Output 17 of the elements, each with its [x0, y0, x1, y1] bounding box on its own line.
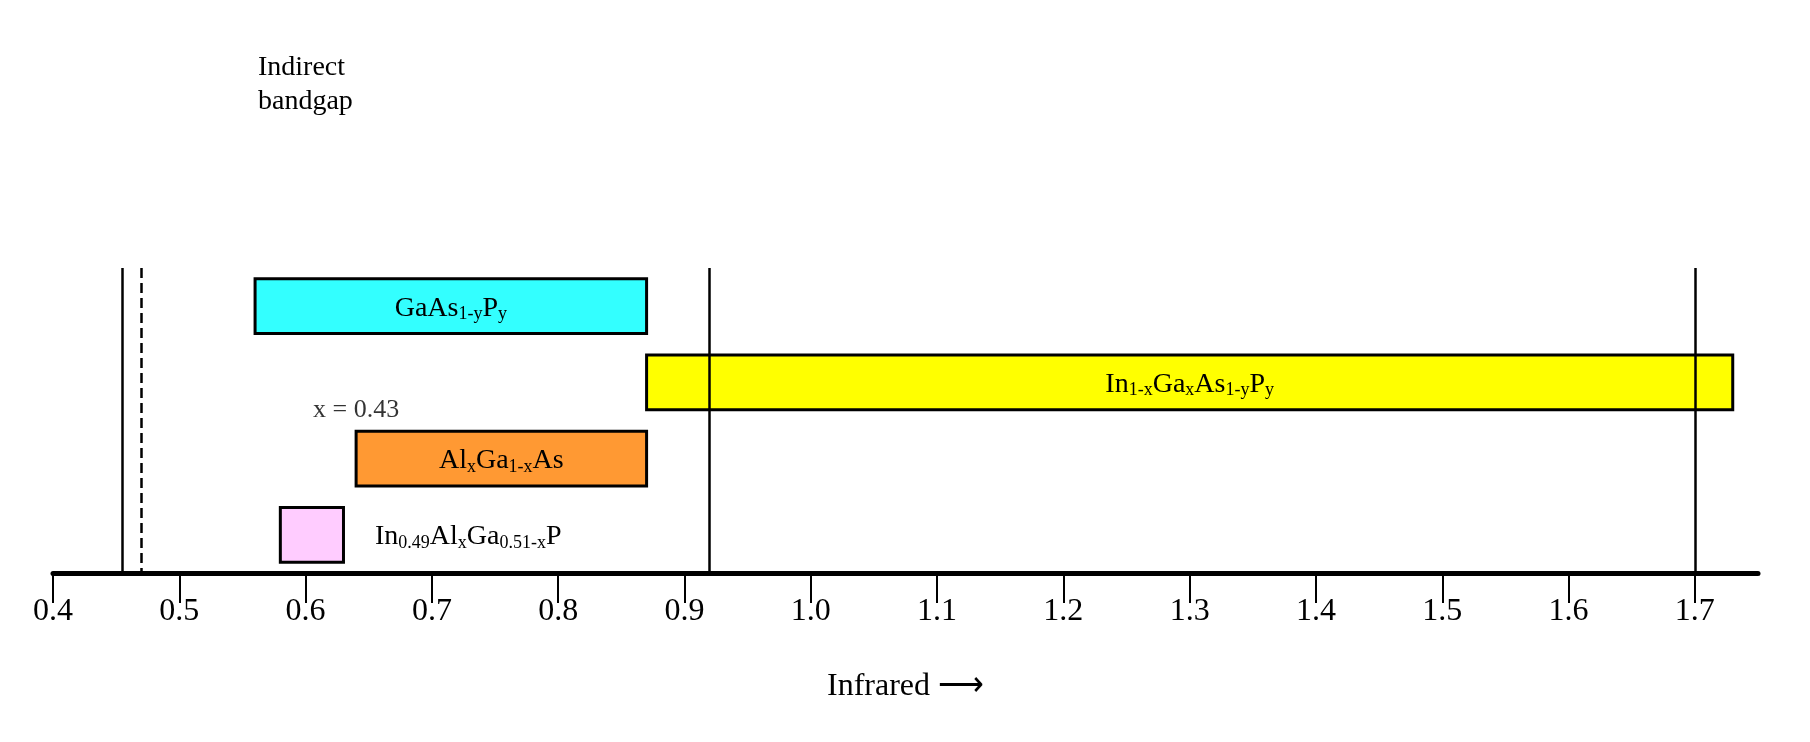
- x-tick-label: 1.5: [1422, 591, 1463, 627]
- x-tick-label: 0.6: [285, 591, 326, 627]
- x-tick-label: 0.8: [538, 591, 579, 627]
- text: Indirect bandgap: [258, 49, 353, 115]
- x-axis-title: Infrared ⟶: [826, 666, 985, 702]
- annotation: x = 0.43: [313, 394, 400, 424]
- x-tick-label: 1.6: [1548, 591, 1589, 627]
- x-tick-label: 1.2: [1043, 591, 1084, 627]
- x-tick-label: 0.5: [159, 591, 200, 627]
- x-tick-label: 1.1: [917, 591, 958, 627]
- x-tick-label: 0.9: [664, 591, 705, 627]
- x-tick-label: 1.7: [1674, 591, 1715, 627]
- x-tick-label: 1.4: [1295, 591, 1336, 627]
- x-tick-label: 1.3: [1169, 591, 1210, 627]
- x-tick-label: 1.0: [790, 591, 831, 627]
- x-tick-label: 0.7: [411, 591, 452, 627]
- x-tick-label: 0.4: [33, 591, 73, 627]
